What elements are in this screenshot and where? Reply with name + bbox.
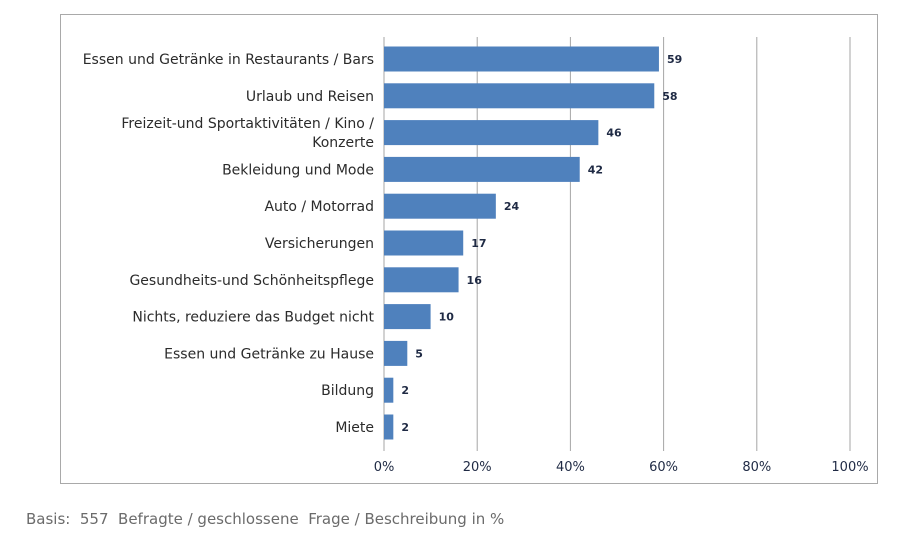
footnote: Basis: 557 Befragte / geschlossene Frage… [26,510,505,528]
value-label: 2 [401,421,409,434]
bar [384,156,580,182]
bar-chart: 0% 20% 40% 60% 80% 100% Essen und Getränke in … [83,37,869,475]
chart-frame: 0% 20% 40% 60% 80% 100% Essen und Getränke in … [60,14,878,484]
bar [384,120,599,146]
bar [384,83,655,109]
bar [384,230,464,256]
bar [384,414,394,440]
x-tick-label: 0% [374,460,395,475]
category-label: Miete [335,420,374,436]
value-label: 59 [667,53,682,66]
category-label: Gesundheits-und Schönheitspflege [129,273,374,289]
bar [384,304,431,330]
category-label: Bekleidung und Mode [222,162,374,178]
value-label: 17 [471,237,486,250]
bar [384,46,659,72]
category-label: Essen und Getränke in Restaurants / Bars [83,52,374,68]
x-tick-label: 20% [463,460,492,475]
value-label: 2 [401,384,409,397]
bar [384,267,459,293]
value-label: 24 [504,200,520,213]
value-label: 10 [439,311,455,324]
category-label: Urlaub und Reisen [246,89,374,105]
bar [384,193,496,219]
bar [384,377,394,403]
category-label: Freizeit-und Sportaktivitäten / Kino / Ko… [121,116,374,151]
category-label: Auto / Motorrad [264,199,374,215]
value-label: 16 [467,274,483,287]
x-tick-label: 80% [742,460,771,475]
category-label: Versicherungen [265,236,374,252]
x-tick-label: 40% [556,460,585,475]
value-label: 5 [415,347,423,360]
category-label: Nichts, reduziere das Budget nicht [132,310,374,326]
x-tick-label: 60% [649,460,678,475]
value-label: 42 [588,163,603,176]
category-label: Bildung [321,383,374,399]
value-label: 58 [662,90,677,103]
bar [384,340,408,366]
category-label: Essen und Getränke zu Hause [164,346,374,362]
value-label: 46 [606,127,622,140]
x-tick-label: 100% [831,460,868,475]
